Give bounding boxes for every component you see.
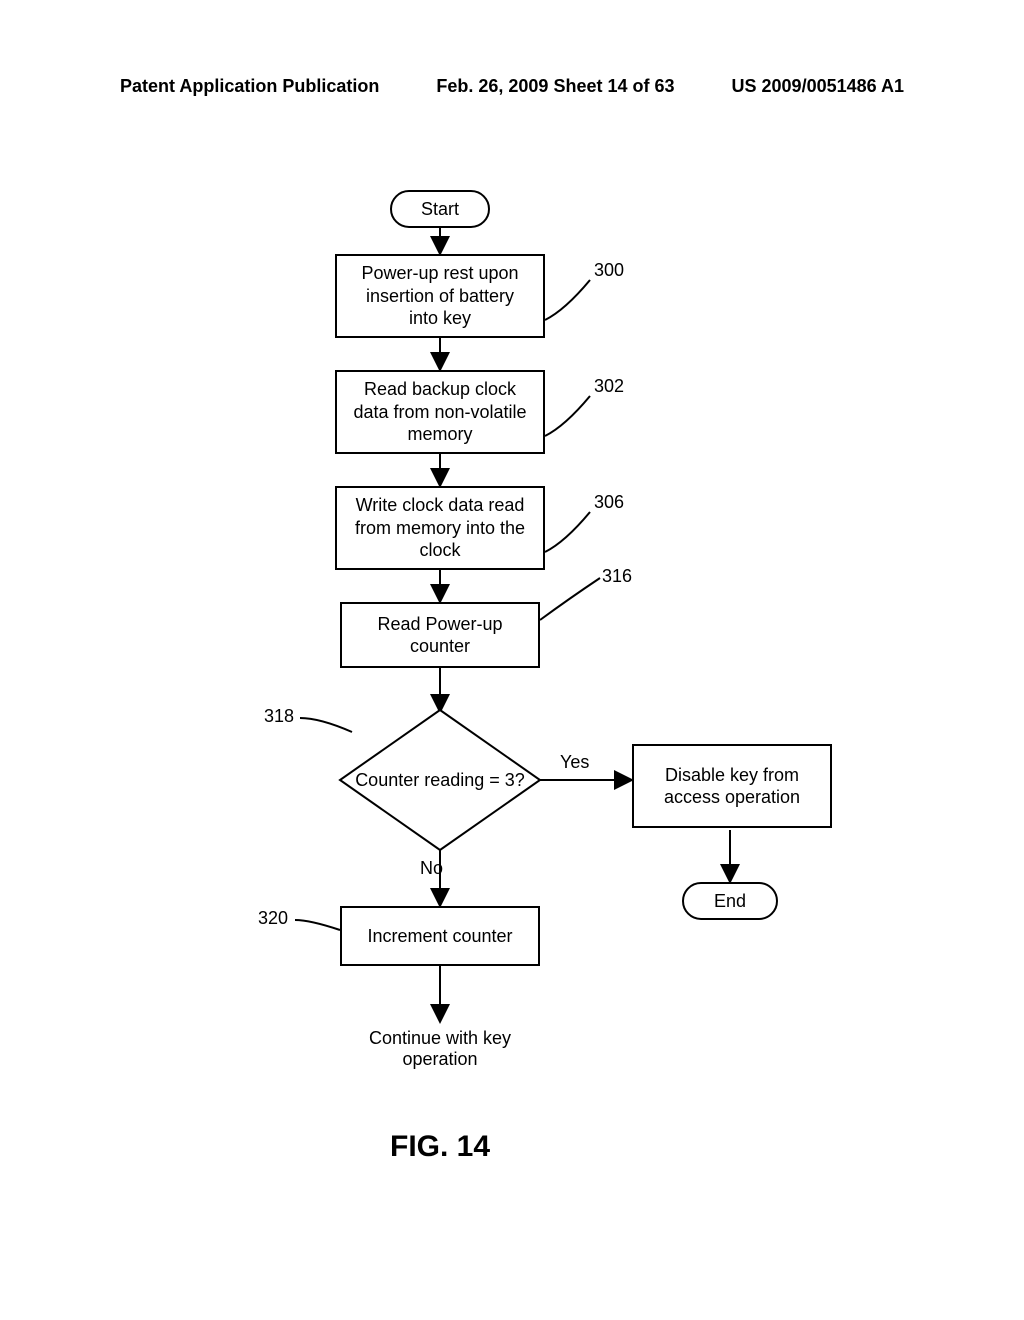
start-label: Start xyxy=(421,198,459,221)
decision-318-text: Counter reading = 3? xyxy=(355,769,525,792)
label-no: No xyxy=(420,858,443,879)
step-300: Power-up rest upon insertion of battery … xyxy=(335,254,545,338)
step-320: Increment counter xyxy=(340,906,540,966)
step-302: Read backup clock data from non-volatile… xyxy=(335,370,545,454)
ref-302: 302 xyxy=(594,376,624,397)
step-302-text: Read backup clock data from non-volatile… xyxy=(351,378,529,446)
hdr-center: Feb. 26, 2009 Sheet 14 of 63 xyxy=(436,76,674,97)
ref-300: 300 xyxy=(594,260,624,281)
label-yes: Yes xyxy=(560,752,589,773)
step-316-text: Read Power-up counter xyxy=(356,613,524,658)
decision-318: Counter reading = 3? xyxy=(340,710,540,850)
ref-320: 320 xyxy=(258,908,288,929)
terminator-end: End xyxy=(682,882,778,920)
step-316: Read Power-up counter xyxy=(340,602,540,668)
step-disable: Disable key from access operation xyxy=(632,744,832,828)
step-320-text: Increment counter xyxy=(367,925,512,948)
page-header: Patent Application Publication Feb. 26, … xyxy=(0,76,1024,97)
step-306-text: Write clock data read from memory into t… xyxy=(351,494,529,562)
step-300-text: Power-up rest upon insertion of battery … xyxy=(351,262,529,330)
figure-area: Start Power-up rest upon insertion of ba… xyxy=(0,170,1024,1270)
continue-text: Continue with key operation xyxy=(352,1028,528,1070)
ref-306: 306 xyxy=(594,492,624,513)
step-306: Write clock data read from memory into t… xyxy=(335,486,545,570)
ref-316: 316 xyxy=(602,566,632,587)
patent-page: Patent Application Publication Feb. 26, … xyxy=(0,0,1024,1320)
step-disable-text: Disable key from access operation xyxy=(648,764,816,809)
hdr-right: US 2009/0051486 A1 xyxy=(732,76,904,97)
terminator-start: Start xyxy=(390,190,490,228)
end-label: End xyxy=(714,890,746,913)
hdr-left: Patent Application Publication xyxy=(120,76,379,97)
figure-caption: FIG. 14 xyxy=(390,1130,490,1164)
ref-318: 318 xyxy=(264,706,294,727)
